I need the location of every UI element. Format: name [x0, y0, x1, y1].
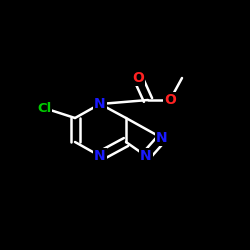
Text: Cl: Cl — [37, 102, 51, 114]
Text: O: O — [132, 71, 144, 85]
Text: N: N — [94, 149, 106, 163]
Text: N: N — [140, 149, 152, 163]
Text: N: N — [94, 97, 106, 111]
Text: N: N — [156, 131, 168, 145]
Text: O: O — [164, 93, 176, 107]
